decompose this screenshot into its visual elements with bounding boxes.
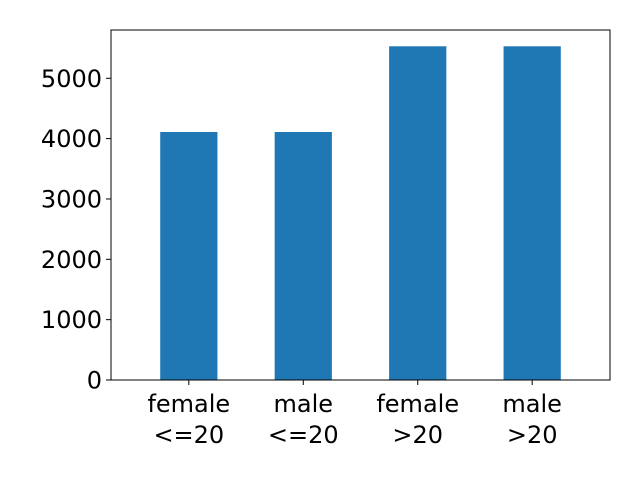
x-tick-label: female <=20 — [147, 390, 230, 449]
bar — [160, 131, 218, 380]
x-tick-label-line: male — [274, 390, 334, 418]
x-tick-label-line: <=20 — [268, 421, 339, 449]
x-tick-label: male <=20 — [268, 390, 339, 449]
x-tick-label-line: female — [147, 390, 230, 418]
y-tick-label: 0 — [87, 367, 102, 395]
bar — [274, 131, 332, 380]
y-tick-label: 3000 — [41, 185, 102, 213]
x-tick-label: female >20 — [376, 390, 459, 449]
bars-group — [160, 46, 561, 381]
y-tick-label: 4000 — [41, 125, 102, 153]
x-tick-label-line: male — [502, 390, 562, 418]
bar — [389, 46, 447, 381]
x-tick-label: male >20 — [502, 390, 562, 449]
x-tick-label-line: >20 — [392, 421, 443, 449]
y-tick-label: 5000 — [41, 65, 102, 93]
y-axis: 0 1000 2000 3000 4000 5000 — [41, 65, 111, 395]
bar — [503, 46, 561, 381]
y-tick-label: 2000 — [41, 246, 102, 274]
plot-frame — [110, 29, 611, 381]
x-tick-label-line: <=20 — [153, 421, 224, 449]
x-axis: female <=20 male <=20 female >20 male >20 — [147, 380, 562, 449]
y-tick-label: 1000 — [41, 306, 102, 334]
x-tick-label-line: >20 — [507, 421, 558, 449]
x-tick-label-line: female — [376, 390, 459, 418]
